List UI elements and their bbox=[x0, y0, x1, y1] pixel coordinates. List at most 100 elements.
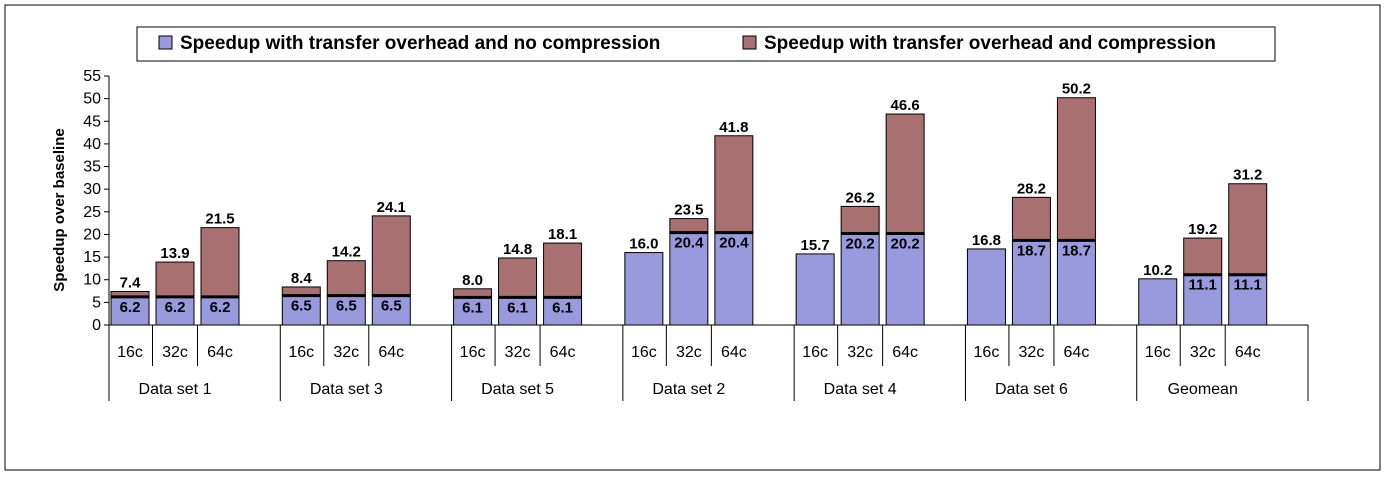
y-tick-label: 15 bbox=[83, 249, 101, 266]
total-value-label: 18.1 bbox=[548, 226, 577, 243]
bar-compression bbox=[326, 260, 366, 297]
total-value-label: 21.5 bbox=[205, 211, 234, 228]
base-value-label: 11.1 bbox=[1189, 277, 1217, 294]
subcategory-label: 32c bbox=[847, 344, 873, 361]
base-value-label: 6.2 bbox=[165, 299, 186, 316]
bar-compression bbox=[1183, 237, 1223, 276]
subcategory-label: 16c bbox=[460, 344, 486, 361]
base-value-label: 6.5 bbox=[381, 298, 402, 315]
y-tick-label: 55 bbox=[83, 68, 101, 85]
y-tick-label: 50 bbox=[83, 91, 101, 108]
bar-no-compression bbox=[1056, 239, 1096, 326]
group-label: Data set 3 bbox=[310, 381, 383, 398]
total-value-label: 28.2 bbox=[1017, 180, 1046, 197]
bar-no-compression bbox=[795, 253, 835, 326]
bar-compression bbox=[1056, 97, 1096, 241]
subcategory-label: 64c bbox=[721, 344, 747, 361]
subcategory-label: 32c bbox=[1190, 344, 1216, 361]
x-axis: 16c 32c 64c Data set 1 16c 32c 64c Data set 3 16… bbox=[108, 324, 1309, 401]
bars: 7.4 6.2 13.9 6.2 21.5 6.2 8.4 6.5 14.2 6.5 24.1 6.5… bbox=[110, 81, 1268, 326]
subcategory-label: 16c bbox=[631, 344, 657, 361]
legend-swatch-compression bbox=[742, 35, 757, 50]
subcategory-label: 64c bbox=[892, 344, 918, 361]
base-value-label: 20.4 bbox=[674, 235, 704, 252]
subcategory-label: 16c bbox=[974, 344, 1000, 361]
base-value-label: 18.7 bbox=[1062, 242, 1091, 259]
total-value-label: 19.2 bbox=[1188, 221, 1217, 238]
base-value-label: 6.2 bbox=[120, 299, 141, 316]
bar-compression bbox=[714, 135, 754, 234]
y-tick-label: 35 bbox=[83, 159, 101, 176]
subcategory-label: 64c bbox=[1064, 344, 1090, 361]
base-value-label: 20.2 bbox=[846, 236, 875, 253]
bar-compression bbox=[200, 227, 240, 298]
y-tick-label: 5 bbox=[92, 294, 101, 311]
bar-no-compression bbox=[1138, 278, 1178, 326]
bar-compression bbox=[371, 215, 411, 297]
base-value-label: 6.1 bbox=[462, 299, 483, 316]
y-axis: 0 5 10 15 20 25 30 35 40 45 50 55 bbox=[83, 68, 110, 334]
total-value-label: 8.0 bbox=[462, 272, 483, 289]
total-value-label: 41.8 bbox=[719, 119, 748, 136]
legend-label-compression: Speedup with transfer overhead and compr… bbox=[764, 33, 1216, 54]
total-value-label: 13.9 bbox=[160, 245, 189, 262]
base-value-label: 15.7 bbox=[801, 237, 830, 254]
y-tick-label: 25 bbox=[83, 204, 101, 221]
total-value-label: 7.4 bbox=[120, 274, 142, 291]
base-value-label: 6.1 bbox=[507, 299, 528, 316]
bar-no-compression bbox=[200, 296, 240, 326]
base-value-label: 18.7 bbox=[1017, 242, 1046, 259]
subcategory-label: 64c bbox=[1235, 344, 1261, 361]
y-tick-label: 10 bbox=[83, 272, 101, 289]
subcategory-label: 64c bbox=[207, 344, 233, 361]
y-tick-label: 30 bbox=[83, 181, 101, 198]
subcategory-label: 32c bbox=[333, 344, 359, 361]
subcategory-label: 16c bbox=[117, 344, 143, 361]
subcategory-label: 16c bbox=[288, 344, 314, 361]
total-value-label: 14.2 bbox=[332, 244, 361, 261]
base-value-label: 6.1 bbox=[552, 299, 573, 316]
bar-no-compression bbox=[1183, 274, 1223, 326]
y-tick-label: 45 bbox=[83, 113, 101, 130]
subcategory-label: 64c bbox=[550, 344, 576, 361]
y-axis-label: Speedup over baseline bbox=[51, 128, 68, 291]
bar-no-compression bbox=[371, 295, 411, 326]
base-value-label: 10.2 bbox=[1143, 262, 1172, 279]
base-value-label: 6.2 bbox=[210, 299, 231, 316]
bar-no-compression bbox=[885, 233, 925, 326]
y-tick-label: 40 bbox=[83, 136, 101, 153]
total-value-label: 50.2 bbox=[1062, 81, 1091, 98]
subcategory-label: 16c bbox=[802, 344, 828, 361]
total-value-label: 8.4 bbox=[291, 270, 313, 287]
subcategory-label: 32c bbox=[162, 344, 188, 361]
bar-no-compression bbox=[624, 252, 664, 326]
bar-no-compression bbox=[840, 233, 880, 326]
group-label: Geomean bbox=[1168, 381, 1238, 398]
subcategory-label: 64c bbox=[378, 344, 404, 361]
base-value-label: 20.4 bbox=[719, 235, 749, 252]
bar-no-compression bbox=[498, 296, 538, 326]
legend-label-no-compression: Speedup with transfer overhead and no co… bbox=[180, 33, 660, 54]
base-value-label: 16.8 bbox=[972, 232, 1001, 249]
bar-compression bbox=[669, 218, 709, 234]
y-tick-label: 0 bbox=[92, 317, 101, 334]
subcategory-label: 32c bbox=[505, 344, 531, 361]
bar-compression bbox=[155, 261, 195, 298]
bar-compression bbox=[1228, 183, 1268, 276]
bar-compression bbox=[1011, 196, 1051, 241]
bar-compression bbox=[498, 257, 538, 298]
total-value-label: 46.6 bbox=[891, 97, 920, 114]
base-value-label: 16.0 bbox=[629, 236, 658, 253]
legend-box bbox=[136, 26, 1276, 62]
y-tick-label: 20 bbox=[83, 226, 101, 243]
total-value-label: 31.2 bbox=[1233, 167, 1262, 184]
bar-compression bbox=[885, 113, 925, 235]
group-label: Data set 5 bbox=[481, 381, 554, 398]
bar-no-compression bbox=[281, 295, 321, 326]
bar-no-compression bbox=[1011, 239, 1051, 326]
bar-compression bbox=[543, 242, 583, 298]
bar-no-compression bbox=[326, 295, 366, 326]
legend: Speedup with transfer overhead and no co… bbox=[136, 26, 1276, 62]
group-label: Data set 4 bbox=[824, 381, 897, 398]
